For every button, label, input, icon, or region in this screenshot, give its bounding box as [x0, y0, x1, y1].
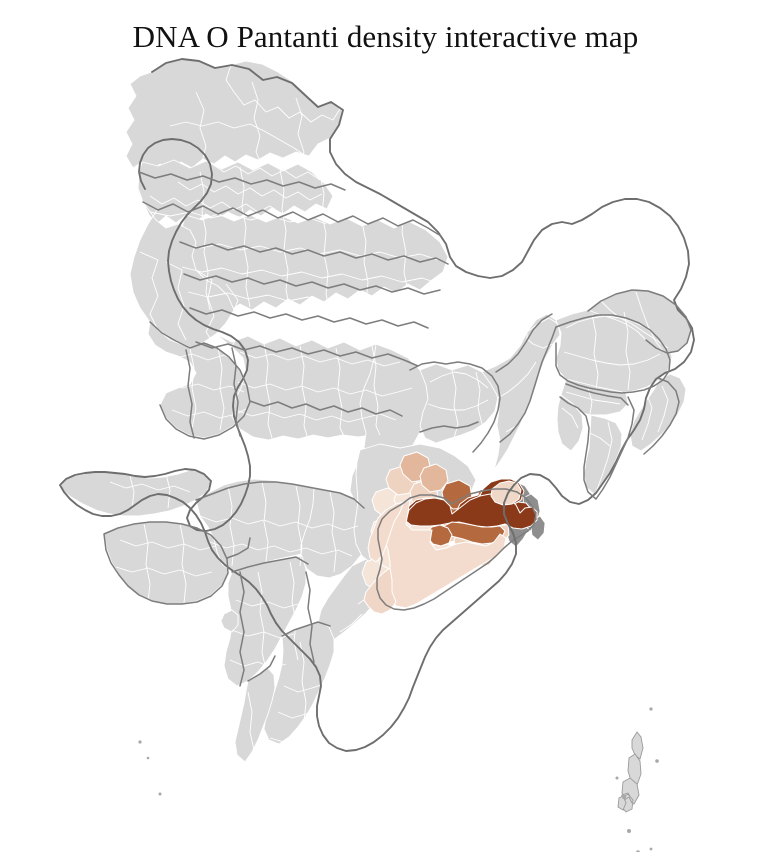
- island-andaman-north[interactable]: [631, 731, 644, 760]
- odisha-medium-band-2[interactable]: [427, 524, 453, 547]
- odisha-state-outline: [376, 488, 537, 611]
- india-base-layer: [60, 58, 693, 796]
- india-choropleth-map[interactable]: [0, 52, 771, 852]
- island-dot-5: [627, 829, 631, 833]
- region-nagaland-manipur[interactable]: [629, 373, 687, 452]
- island-lakshadweep-2: [146, 756, 150, 760]
- island-layer: [615, 707, 659, 852]
- region-kerala[interactable]: [234, 666, 276, 763]
- island-dot-6: [636, 850, 640, 852]
- island-nicobar-mid[interactable]: [623, 796, 633, 804]
- region-ladakh-north[interactable]: [225, 60, 341, 123]
- page-title: DNA O Pantanti density interactive map: [132, 19, 639, 54]
- island-andaman-middle[interactable]: [627, 753, 642, 786]
- odisha-pale-body[interactable]: [383, 499, 507, 609]
- district-jharsuguda[interactable]: [419, 463, 449, 493]
- region-goa[interactable]: [220, 609, 239, 633]
- island-dot-4: [621, 794, 627, 800]
- island-lakshadweep-3: [158, 792, 162, 796]
- island-dot-2: [655, 759, 659, 763]
- island-dot-8: [649, 847, 653, 851]
- political-boundary-layer: [59, 58, 695, 752]
- odisha-pale-w[interactable]: [367, 501, 405, 563]
- odisha-pale-sw[interactable]: [363, 567, 397, 615]
- island-dot-3: [615, 776, 619, 780]
- island-dot-1: [649, 707, 653, 711]
- island-lakshadweep-1: [138, 740, 142, 744]
